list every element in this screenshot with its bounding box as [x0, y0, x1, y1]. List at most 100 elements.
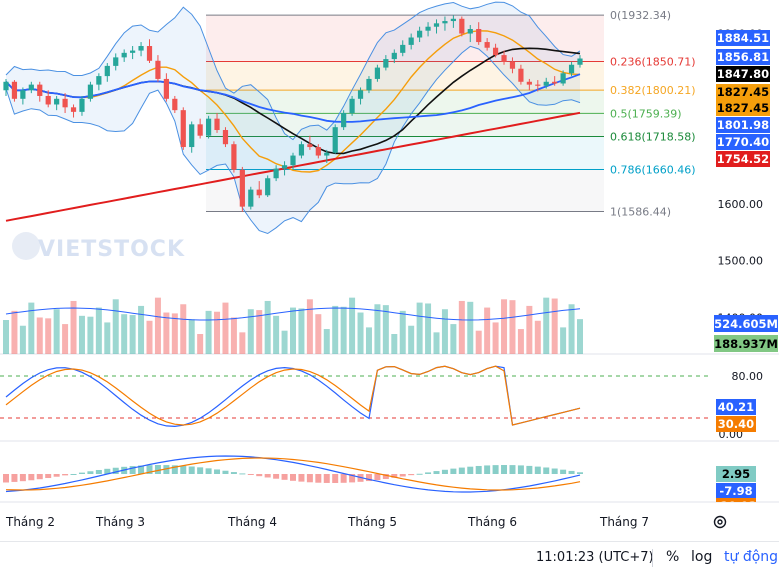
oscillator-k-line	[5, 365, 581, 428]
macd-histogram-bar	[484, 465, 491, 474]
candle-body	[138, 46, 144, 51]
volume-bar	[306, 299, 313, 354]
fib-zone	[206, 169, 604, 212]
price-label-text: 1754.52	[717, 152, 769, 166]
volume-bar	[526, 305, 533, 354]
macd-histogram-bar	[188, 466, 195, 474]
bollinger-upper-line	[5, 1, 581, 141]
candle-body	[205, 118, 212, 136]
macd-histogram-bar	[230, 472, 237, 474]
auto-scale-toggle[interactable]: tự động	[724, 549, 779, 565]
volume-bar	[568, 304, 575, 354]
macd-histogram-bar	[205, 468, 212, 474]
candle-body	[3, 81, 9, 91]
volume-bar	[19, 325, 26, 354]
volume-bar	[340, 306, 347, 354]
volume-bar	[28, 302, 35, 354]
log-scale-toggle[interactable]: log	[691, 549, 713, 565]
macd-histogram-bar	[214, 469, 221, 474]
price-label-badge	[716, 30, 770, 46]
macd-histogram-bar	[281, 474, 288, 480]
candle-body	[130, 50, 136, 53]
candle-body	[332, 127, 338, 153]
candle-body	[54, 98, 60, 105]
time-axis-tick-label: Tháng 2	[5, 515, 55, 529]
volume-bar	[475, 330, 482, 354]
candle-body	[248, 189, 254, 207]
candle-body	[501, 55, 507, 62]
candle-body	[290, 155, 296, 166]
volume-bar	[298, 308, 305, 354]
macd-label-badge	[716, 483, 756, 499]
candle-body	[535, 84, 541, 86]
volume-bar	[222, 302, 229, 354]
candle-body	[11, 81, 18, 99]
price-axis-tick-label: 1600.00	[718, 198, 764, 211]
macd-histogram-bar	[475, 465, 482, 474]
oscillator-label-badge	[716, 399, 756, 415]
volume-bar	[171, 313, 178, 354]
volume-bar	[433, 332, 440, 354]
volume-bar	[458, 300, 465, 354]
volume-bar	[205, 310, 212, 354]
macd-histogram-bar	[340, 474, 347, 483]
clock: 11:01:23 (UTC+7)	[536, 550, 654, 565]
candle-body	[518, 68, 524, 82]
candle-body	[543, 81, 549, 86]
price-label-badge	[716, 134, 770, 150]
volume-bar	[256, 310, 263, 354]
candle-body	[560, 73, 566, 84]
macd-histogram-bar	[501, 465, 508, 474]
oscillator-label-text: 40.21	[718, 400, 754, 414]
volume-bar	[517, 329, 524, 354]
candle-body	[467, 28, 473, 34]
fib-level-label: 0.618(1718.58)	[610, 130, 696, 143]
macd-label-badge	[716, 466, 756, 482]
oscillator-d-line	[5, 365, 581, 426]
macd-label-badge	[716, 498, 756, 502]
time-axis-tick-label: Tháng 4	[227, 515, 277, 529]
macd-histogram-bar	[577, 472, 583, 474]
candle-body	[189, 124, 195, 148]
macd-histogram-bar	[112, 467, 119, 474]
volume-bar	[214, 311, 221, 354]
macd-histogram-bar	[323, 474, 330, 483]
volume-label-badge	[714, 315, 778, 332]
gear-icon[interactable]	[712, 514, 728, 530]
candle-body	[307, 144, 313, 148]
volume-bar	[315, 314, 322, 354]
fib-level-label: 0.5(1759.39)	[610, 107, 682, 120]
macd-histogram-bar	[298, 474, 305, 482]
candle-body	[222, 130, 229, 145]
candle-body	[87, 84, 94, 99]
volume-bar	[112, 299, 119, 354]
macd-histogram-bar	[467, 466, 474, 474]
volume-bar	[104, 322, 111, 354]
volume-bar	[36, 317, 43, 354]
macd-histogram-bar	[11, 474, 18, 482]
percent-scale-toggle[interactable]: %	[666, 549, 680, 565]
macd-histogram-bar	[3, 474, 9, 483]
candle-body	[374, 67, 381, 79]
volume-bar	[577, 319, 583, 354]
volume-bar	[441, 309, 448, 354]
candle-body	[492, 47, 499, 56]
oscillator-label-badge	[716, 416, 756, 432]
macd-histogram-bar	[95, 469, 102, 474]
macd-histogram-bar	[374, 474, 381, 481]
oscillator-label-text: 30.40	[718, 417, 754, 431]
macd-label-text: -7.98	[719, 484, 752, 498]
macd-histogram-bar	[517, 465, 524, 474]
macd-histogram-bar	[264, 474, 271, 478]
candle-body	[231, 144, 237, 170]
candle-body	[96, 76, 102, 85]
candle-body	[442, 21, 448, 24]
volume-label-text: 188.937M	[714, 337, 778, 351]
volume-bar	[138, 305, 145, 354]
volume-bar	[416, 302, 423, 354]
macd-histogram-bar	[154, 465, 161, 474]
macd-histogram-bar	[247, 474, 254, 475]
macd-histogram-bar	[332, 474, 339, 483]
volume-bar	[163, 312, 170, 354]
